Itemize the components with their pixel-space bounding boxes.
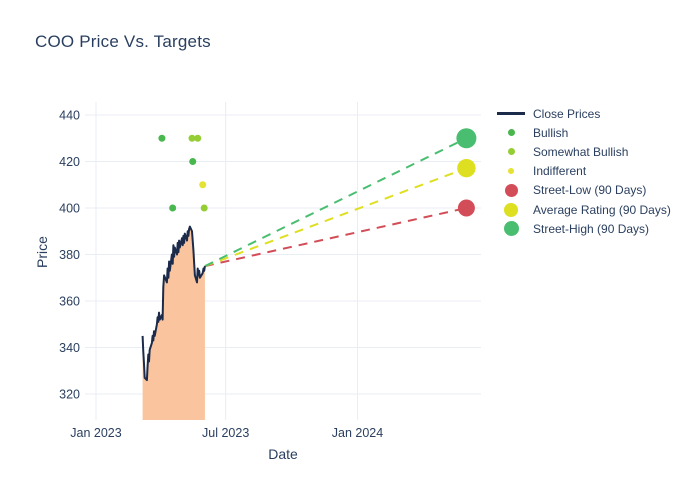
legend-label: Close Prices [533,106,601,121]
legend-dot-icon [494,183,528,197]
target-trend-line [204,137,467,268]
legend-label: Bullish [533,125,569,140]
legend-dot-icon [494,168,528,175]
legend-marker [507,129,515,137]
rating-point[interactable] [189,158,197,165]
legend-item-average-rating-90-days[interactable]: Average Rating (90 Days) [494,200,671,219]
rating-point[interactable] [200,204,208,212]
y-tick-label: 360 [59,295,80,309]
y-tick-label: 320 [59,388,80,402]
rating-point[interactable] [199,181,207,189]
x-axis-title: Date [268,446,298,462]
legend-line-sample [494,112,528,115]
legend-dot-icon [494,148,528,156]
close-price-area [142,226,205,420]
y-tick-label: 340 [59,341,80,355]
y-tick-label: 400 [59,202,80,216]
legend-label: Indifferent [533,164,587,179]
chart-title: COO Price Vs. Targets [35,32,211,51]
rating-point[interactable] [188,134,196,142]
legend-label: Street-High (90 Days) [533,221,650,236]
legend-dot-icon [494,221,528,237]
close-price-line[interactable] [141,225,206,382]
legend-label: Street-Low (90 Days) [533,183,647,198]
target-trend-line [204,167,467,268]
legend-item-bullish[interactable]: Bullish [494,123,671,142]
target-marker[interactable] [457,158,476,178]
y-tick-label: 420 [59,155,80,169]
y-tick-label: 440 [59,109,80,123]
x-tick-label: Jan 2023 [70,426,121,440]
legend: Close Prices Bullish Somewhat Bullish Indif… [494,104,671,238]
legend-item-street-low-90-days[interactable]: Street-Low (90 Days) [494,181,671,200]
legend-marker [504,202,518,217]
legend-marker [508,168,514,175]
legend-dot-icon [494,202,528,217]
legend-label: Average Rating (90 Days) [533,202,671,217]
legend-item-indifferent[interactable]: Indifferent [494,162,671,181]
y-axis-title: Price [34,236,50,268]
target-marker[interactable] [457,199,475,217]
legend-marker [507,148,515,156]
target-trend-line [204,207,467,268]
legend-marker [504,183,518,197]
legend-marker [497,112,525,115]
rating-point[interactable] [194,134,202,142]
legend-marker [503,221,519,237]
legend-item-close-prices[interactable]: Close Prices [494,104,671,123]
rating-point[interactable] [158,134,166,142]
y-tick-label: 380 [59,248,80,262]
target-marker[interactable] [456,128,477,149]
rating-point[interactable] [169,204,177,212]
x-tick-label: Jan 2024 [332,426,383,440]
x-tick-label: Jul 2023 [202,426,249,440]
legend-item-street-high-90-days[interactable]: Street-High (90 Days) [494,219,671,238]
legend-item-somewhat-bullish[interactable]: Somewhat Bullish [494,142,671,161]
legend-dot-icon [494,129,528,137]
legend-label: Somewhat Bullish [533,144,629,159]
